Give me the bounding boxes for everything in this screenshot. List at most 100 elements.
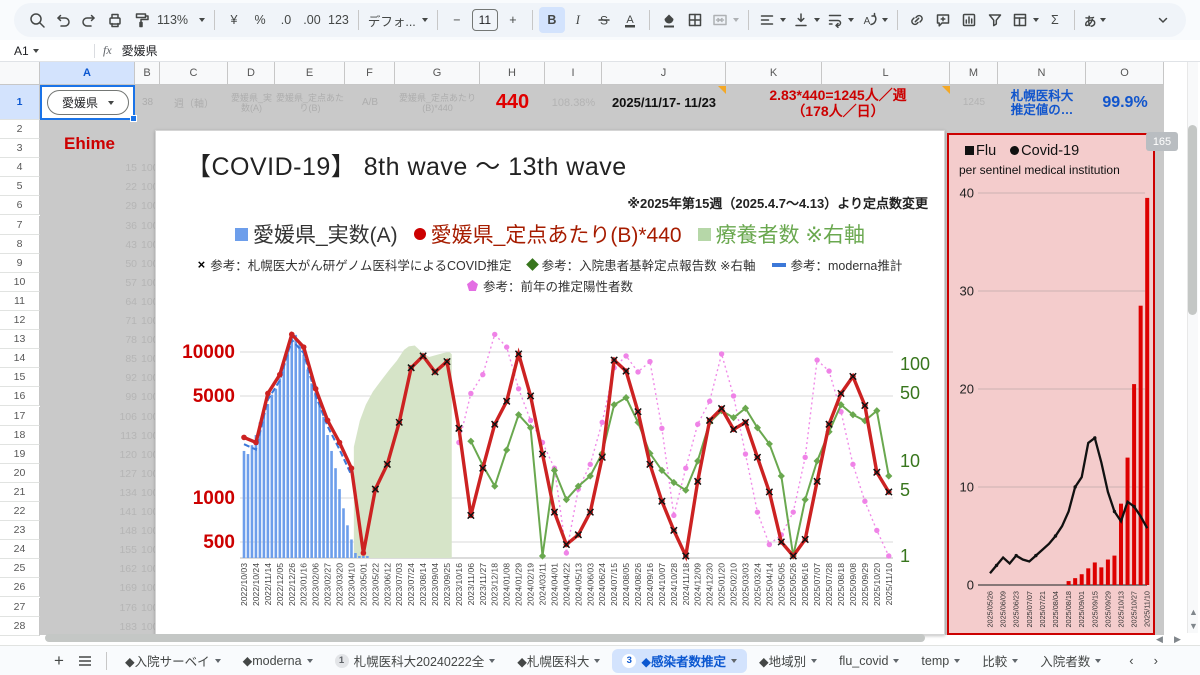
add-sheet-button[interactable]: + [54,650,64,670]
row-header-16[interactable]: 16 [0,387,40,407]
borders-icon[interactable] [682,7,708,33]
chevron-down-icon[interactable] [594,658,601,663]
increase-decimals-button[interactable]: .00 [303,13,321,27]
chevron-down-icon[interactable] [954,658,961,663]
zoom-select[interactable]: 113% [154,7,208,33]
row-header-21[interactable]: 21 [0,482,40,502]
cell[interactable]: 愛媛県_実数(A) [230,92,272,113]
cell[interactable]: 2025/11/17- 11/23 [611,95,717,110]
increase-font-size-button[interactable]: + [509,13,517,27]
row-header-3[interactable]: 3 [0,139,40,159]
covid-wave-chart[interactable]: 【COVID-19】 8th wave ～ 13th wave ※2025年第1… [155,130,945,635]
column-header-G[interactable]: G [395,62,480,85]
text-color-icon[interactable]: A [617,7,643,33]
horizontal-align-icon[interactable] [755,7,789,33]
row-header-22[interactable]: 22 [0,502,40,522]
column-header-H[interactable]: H [480,62,545,85]
row-header-28[interactable]: 28 [0,616,40,636]
column-header-I[interactable]: I [545,62,602,85]
decrease-decimals-button[interactable]: .0 [280,13,292,27]
font-size-input[interactable]: 11 [471,9,498,31]
column-header-J[interactable]: J [602,62,726,85]
column-header-B[interactable]: B [135,62,160,85]
column-header-M[interactable]: M [950,62,998,85]
input-method-button[interactable]: あ [1081,7,1110,33]
cell[interactable]: 愛媛県_定点あたり(B)*440 [398,92,476,113]
chevron-down-icon[interactable] [1095,658,1102,663]
row-header-4[interactable]: 4 [0,158,40,178]
sheet-tab-flu_covid[interactable]: flu_covid [829,649,909,673]
cell[interactable]: 440 [495,91,530,113]
row-header-9[interactable]: 9 [0,253,40,273]
row-header-15[interactable]: 15 [0,368,40,388]
cell[interactable]: 2.83*440=1245人／週 （178人／日） [769,86,907,119]
decrease-font-size-button[interactable]: − [453,13,461,27]
row-header-14[interactable]: 14 [0,349,40,369]
tabs-scroll-right-icon[interactable]: › [1153,653,1158,668]
scroll-right-icon[interactable]: ▶ [1174,634,1181,644]
insert-comment-icon[interactable] [930,7,956,33]
merge-cells-icon[interactable] [708,7,742,33]
chevron-down-icon[interactable] [730,658,737,663]
column-header-C[interactable]: C [160,62,228,85]
column-header-A[interactable]: A [40,62,135,85]
row-header-25[interactable]: 25 [0,559,40,579]
row-header-12[interactable]: 12 [0,311,40,331]
flu-covid-chart[interactable]: Flu Covid-19 per sentinel medical institu… [947,133,1155,635]
scroll-up-icon[interactable]: ▲ [1189,607,1198,617]
row-header-10[interactable]: 10 [0,272,40,292]
vertical-align-icon[interactable] [789,7,823,33]
column-header-D[interactable]: D [228,62,275,85]
chevron-down-icon[interactable] [811,658,818,663]
row-header-18[interactable]: 18 [0,425,40,445]
all-sheets-menu-icon[interactable] [72,648,98,674]
row-header-20[interactable]: 20 [0,463,40,483]
row-header-19[interactable]: 19 [0,444,40,464]
cell-name-box[interactable]: A1 [0,44,86,58]
more-formats-button[interactable]: 123 [328,13,349,27]
row-header-27[interactable]: 27 [0,597,40,617]
row-header-24[interactable]: 24 [0,540,40,560]
insert-link-icon[interactable] [904,7,930,33]
sheet-tab-temp[interactable]: temp [911,649,970,673]
format-currency-button[interactable]: ¥ [230,13,238,27]
hide-menus-icon[interactable] [1150,7,1176,33]
vertical-scrollbar-thumb[interactable] [1188,125,1197,315]
horizontal-scrollbar-thumb[interactable] [45,634,925,642]
table-icon[interactable] [1008,7,1042,33]
sheet-tab-◆入院サーベイ[interactable]: ◆入院サーベイ [115,649,231,673]
cell[interactable]: A/B [361,97,379,108]
paint-format-icon[interactable] [128,7,154,33]
format-percent-button[interactable]: % [254,13,266,27]
search-icon[interactable] [24,7,50,33]
column-header-F[interactable]: F [345,62,395,85]
font-family-select[interactable]: デフォ... [365,7,431,33]
row-header-8[interactable]: 8 [0,234,40,254]
functions-button[interactable]: Σ [1050,13,1059,27]
column-header-O[interactable]: O [1086,62,1164,85]
print-icon[interactable] [102,7,128,33]
cell[interactable]: 週（軸） [174,99,214,110]
name-box-caret-icon[interactable] [32,48,39,53]
row-header-23[interactable]: 23 [0,521,40,541]
scroll-down-icon[interactable]: ▼ [1189,621,1198,631]
sheet-tab-◆感染者数推定[interactable]: 3 ◆感染者数推定 [612,648,747,673]
sheet-tab-◆moderna[interactable]: ◆moderna [233,649,323,673]
row-header-5[interactable]: 5 [0,177,40,197]
cell[interactable]: 愛媛県_定点あたり(B) [275,92,344,113]
undo-icon[interactable] [50,7,76,33]
formula-input[interactable]: 愛媛県 [121,44,158,58]
italic-button[interactable]: I [575,12,580,27]
text-rotation-icon[interactable]: A [857,7,891,33]
sheet-tab-札幌医科大20240222全[interactable]: 1 札幌医科大20240222全 [325,649,506,673]
column-header-E[interactable]: E [275,62,345,85]
fill-color-icon[interactable] [656,7,682,33]
cell[interactable]: 108.38% [551,96,596,109]
column-header-N[interactable]: N [998,62,1086,85]
vertical-scrollbar[interactable] [1187,62,1198,633]
chevron-down-icon[interactable] [214,658,221,663]
fill-handle[interactable] [130,115,137,122]
row-header-13[interactable]: 13 [0,330,40,350]
cell[interactable]: 99.9% [1102,93,1148,111]
